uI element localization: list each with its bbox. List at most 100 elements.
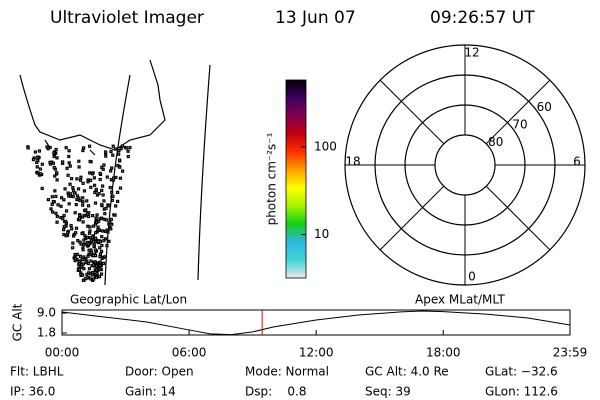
aurora-dot <box>81 248 85 252</box>
status-field: GLat: −32.6 <box>485 365 558 379</box>
aurora-dot <box>82 213 86 218</box>
aurora-dot <box>71 194 75 199</box>
polar-ring <box>374 74 556 256</box>
aurora-dot <box>67 154 71 159</box>
aurora-dot <box>86 204 91 208</box>
aurora-dot <box>109 217 113 222</box>
aurora-dot <box>85 199 89 203</box>
aurora-dot <box>126 154 130 159</box>
aurora-dot <box>98 177 102 182</box>
aurora-dot <box>75 252 79 256</box>
aurora-dot <box>76 239 80 243</box>
aurora-dot <box>109 169 113 173</box>
aurora-dot <box>55 171 59 175</box>
aurora-dot <box>79 242 83 246</box>
aurora-dot <box>74 226 79 230</box>
polar-ring <box>434 134 496 196</box>
status-field: IP: 36.0 <box>10 385 55 399</box>
aurora-dot <box>118 165 122 169</box>
polar-ring-label: 60 <box>537 100 552 114</box>
aurora-dot <box>64 146 68 150</box>
aurora-dot <box>52 151 56 155</box>
aurora-dot <box>118 176 123 180</box>
aurora-dot <box>38 172 42 176</box>
aurora-dot <box>87 267 92 271</box>
aurora-dot <box>54 194 58 198</box>
aurora-dot <box>117 152 121 156</box>
aurora-dot <box>100 203 104 207</box>
aurora-dot <box>62 213 66 218</box>
status-field: Seq: 39 <box>365 385 411 399</box>
aurora-dot <box>55 214 59 219</box>
aurora-dot <box>50 195 54 199</box>
aurora-dot <box>82 146 86 150</box>
left-label: Geographic Lat/Lon <box>70 293 187 307</box>
aurora-dot <box>100 229 105 233</box>
aurora-dot <box>110 222 114 226</box>
map <box>19 59 211 286</box>
aurora-dot <box>93 260 97 264</box>
aurora-dot <box>72 191 76 195</box>
aurora-dot <box>82 243 86 247</box>
right-label: Apex MLat/MLT <box>415 293 505 307</box>
aurora-dot <box>102 239 106 243</box>
aurora-dot <box>89 259 93 263</box>
aurora-dot <box>64 234 68 238</box>
aurora-dot <box>92 224 96 228</box>
aurora-dot <box>40 186 44 191</box>
colorbar-label: photon cm⁻²s⁻¹ <box>265 132 279 225</box>
aurora-dot <box>71 186 75 190</box>
aurora-dot <box>81 148 85 153</box>
aurora-dot <box>36 155 40 159</box>
y-tick-label: 9.0 <box>37 306 56 320</box>
aurora-dot <box>73 211 77 215</box>
aurora-dot <box>89 250 93 254</box>
aurora-dot <box>102 163 106 167</box>
aurora-dot <box>88 229 92 233</box>
aurora-dot <box>71 246 75 250</box>
aurora-dot <box>97 192 101 196</box>
aurora-dot <box>60 160 65 164</box>
colorbar-tick-label: 100 <box>314 139 337 153</box>
colorbar <box>285 79 307 279</box>
aurora-dot <box>71 241 75 245</box>
aurora-dot <box>116 190 120 194</box>
aurora-dot <box>40 162 44 166</box>
aurora-dot <box>81 278 85 282</box>
aurora-dot <box>77 216 82 221</box>
time: 09:26:57 UT <box>430 8 535 28</box>
aurora-dot <box>111 194 115 198</box>
aurora-dot <box>59 196 64 200</box>
aurora-dot <box>110 198 114 202</box>
aurora-dot <box>64 209 69 213</box>
aurora-dot <box>95 213 99 217</box>
aurora-dot <box>50 210 55 214</box>
aurora-dot <box>26 146 30 150</box>
aurora-dot <box>97 275 102 279</box>
aurora-dot <box>93 248 97 252</box>
aurora-dot <box>128 145 132 150</box>
aurora-dot <box>84 261 88 265</box>
aurora-dot <box>94 275 99 279</box>
polar-angle-label: 18 <box>345 155 360 169</box>
polar-spoke <box>485 79 551 145</box>
aurora-dot <box>33 150 37 154</box>
aurora-dot <box>81 203 85 207</box>
aurora-dot <box>96 239 100 244</box>
aurora-dot <box>88 178 93 183</box>
aurora-dot <box>35 165 39 169</box>
aurora-dot <box>103 212 107 216</box>
polar-ring-label: 70 <box>512 117 527 131</box>
aurora-dot <box>69 176 74 181</box>
aurora-dot <box>86 214 91 219</box>
aurora-dot <box>111 178 115 182</box>
polar-spoke <box>379 79 445 145</box>
aurora-dot <box>110 166 114 170</box>
aurora-dot <box>81 196 85 200</box>
aurora-dot <box>66 191 70 195</box>
aurora-dot <box>126 149 130 153</box>
aurora-dot <box>63 187 67 191</box>
aurora-dot <box>38 167 43 171</box>
aurora-dot <box>114 204 118 208</box>
